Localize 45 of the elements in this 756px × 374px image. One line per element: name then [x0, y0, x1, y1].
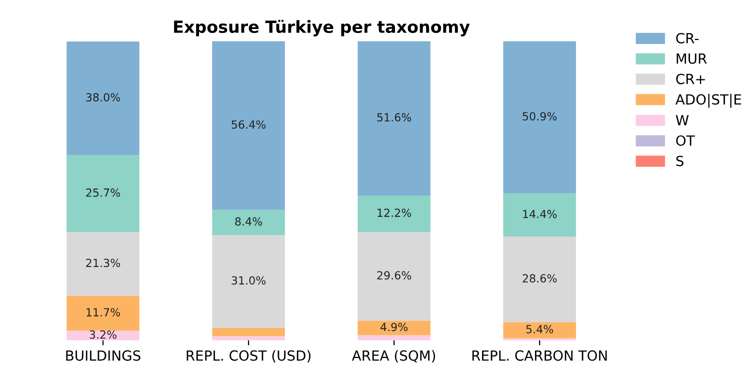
data-label: 51.6%: [377, 113, 412, 122]
bar: [212, 41, 285, 210]
data-label: 38.0%: [86, 93, 120, 102]
bar: [212, 210, 285, 236]
bar: [212, 336, 285, 340]
data-label: 28.6%: [522, 274, 557, 283]
bar: [66, 155, 140, 232]
legend-label: CR-: [676, 32, 699, 44]
data-label: 12.2%: [378, 208, 412, 217]
legend-label: MUR: [676, 54, 707, 64]
bar: [503, 322, 576, 338]
data-label: 25.7%: [86, 188, 120, 197]
data-label: 50.9%: [522, 112, 557, 121]
legend-label: OT: [676, 135, 695, 146]
x-tick-label: AREA (SQM): [352, 350, 436, 362]
bar: [66, 296, 140, 331]
bar: [66, 232, 140, 296]
data-label: 29.6%: [377, 271, 412, 280]
bar: [503, 41, 576, 194]
bar: [358, 320, 430, 336]
bar: [503, 193, 576, 237]
data-label: 8.4%: [235, 217, 262, 226]
data-label: 11.7%: [86, 308, 120, 316]
x-tick-label: REPL. COST (USD): [186, 350, 310, 362]
x-tick-label: REPL. CARBON TON: [472, 350, 607, 361]
bar: [358, 232, 430, 321]
legend-label: CR+: [676, 74, 705, 84]
data-label: 21.3%: [86, 258, 120, 268]
legend-label: W: [676, 115, 689, 126]
data-label: 56.4%: [232, 120, 266, 129]
bar: [66, 41, 140, 156]
bar: [212, 235, 285, 328]
data-label: 31.0%: [232, 276, 266, 285]
chart-title: Exposure Türkiye per taxonomy: [174, 20, 470, 36]
x-tick-label: BUILDINGS: [66, 350, 140, 361]
data-label: 3.2%: [90, 330, 117, 339]
data-label: 4.9%: [380, 322, 408, 332]
legend-label: S: [676, 156, 684, 166]
bar: [212, 328, 285, 336]
legend-label: ADO|ST|E: [676, 94, 742, 108]
bar: [503, 236, 576, 322]
data-label: 14.4%: [523, 210, 557, 218]
data-label: 5.4%: [526, 324, 554, 334]
bar: [358, 41, 430, 196]
bar: [358, 196, 430, 232]
